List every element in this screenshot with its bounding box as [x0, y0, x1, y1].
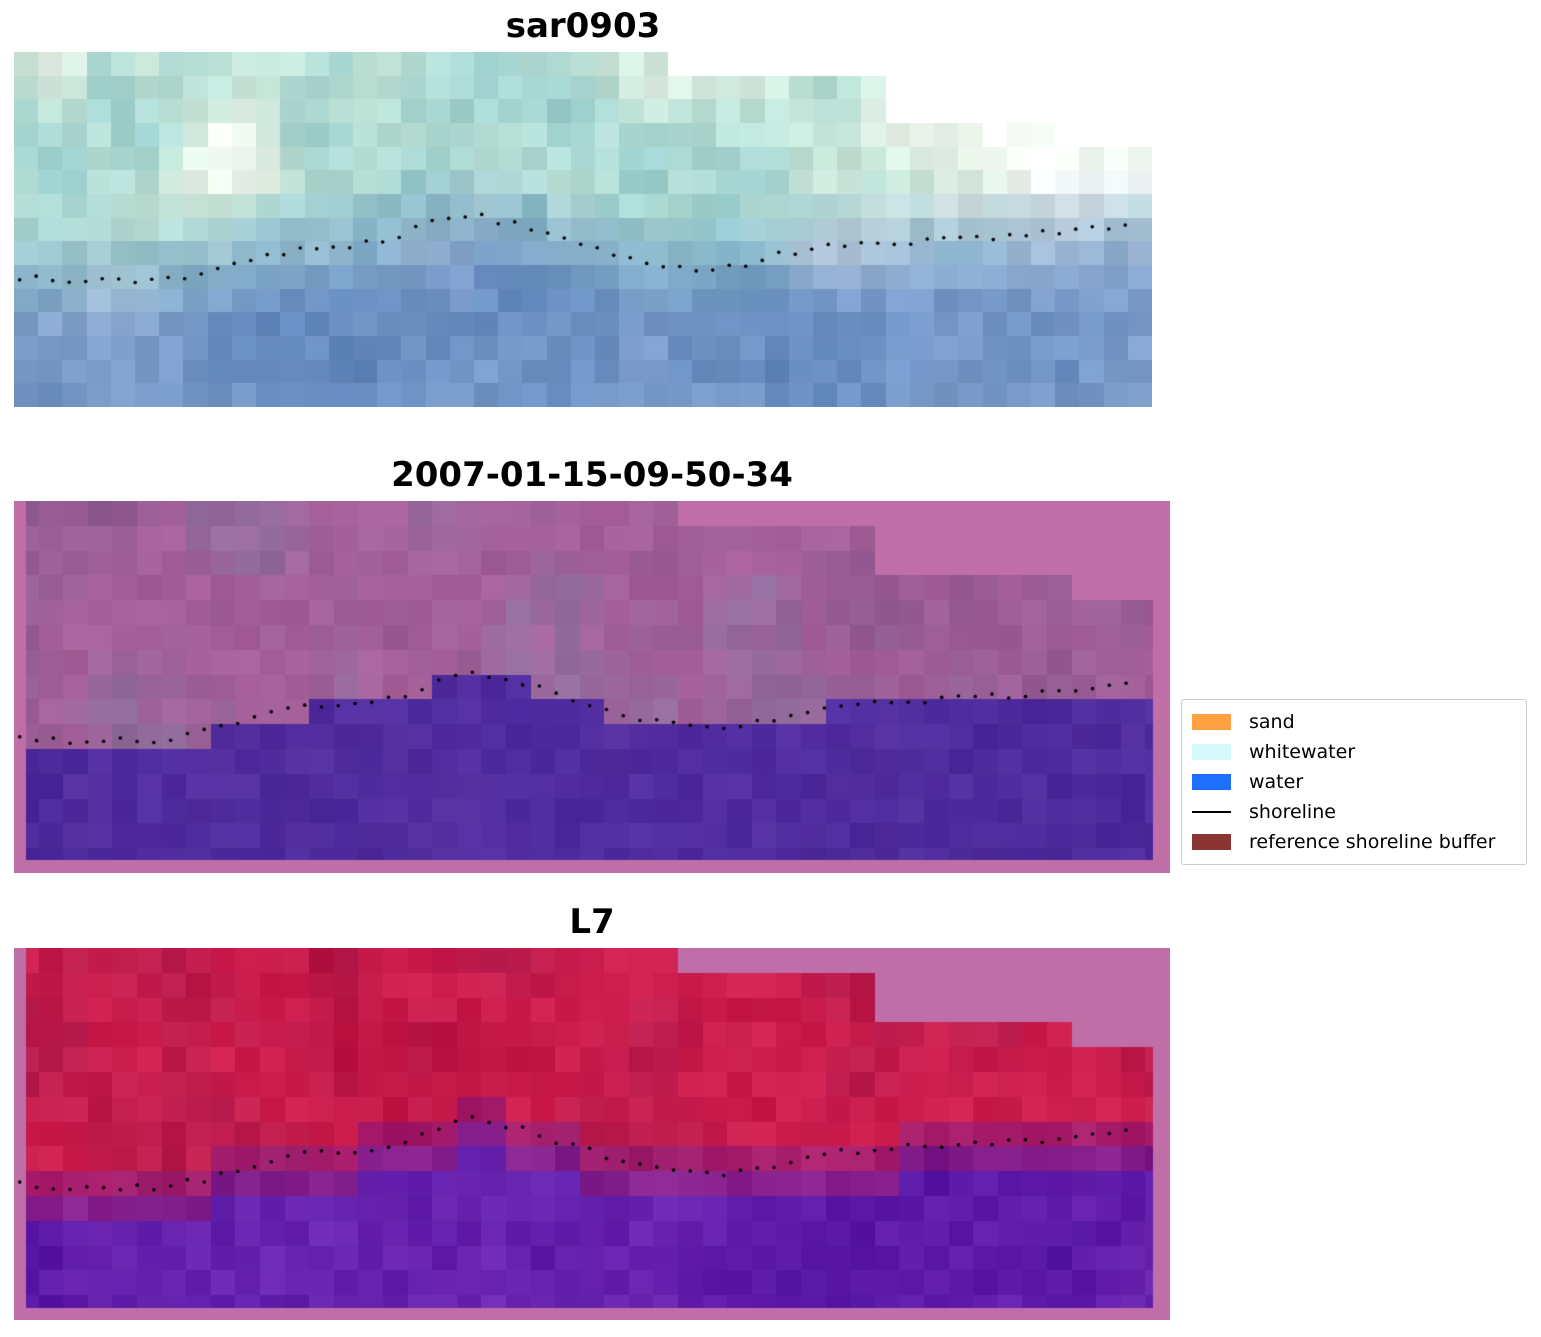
legend: sand whitewater water shoreline referenc…	[1181, 699, 1527, 865]
legend-item-water: water	[1192, 768, 1516, 796]
legend-label-whitewater: whitewater	[1249, 741, 1356, 763]
legend-label-shoreline: shoreline	[1249, 801, 1336, 823]
legend-item-reference-buffer: reference shoreline buffer	[1192, 828, 1516, 856]
reference-buffer-swatch-icon	[1192, 834, 1231, 850]
legend-item-whitewater: whitewater	[1192, 738, 1516, 766]
panel-title-l7: L7	[569, 902, 615, 942]
sar0903-image	[14, 52, 1152, 407]
shoreline-line-icon	[1192, 804, 1231, 820]
whitewater-swatch-icon	[1192, 744, 1231, 760]
panel-title-classified-date: 2007-01-15-09-50-34	[391, 455, 793, 495]
sand-swatch-icon	[1192, 714, 1231, 730]
l7-image	[14, 948, 1170, 1320]
shoreline-line	[1192, 811, 1231, 813]
water-swatch-icon	[1192, 774, 1231, 790]
legend-label-reference-buffer: reference shoreline buffer	[1249, 831, 1496, 853]
legend-item-shoreline: shoreline	[1192, 798, 1516, 826]
legend-item-sand: sand	[1192, 708, 1516, 736]
panel-title-sar0903: sar0903	[505, 6, 661, 46]
legend-label-water: water	[1249, 771, 1304, 793]
classified-shoreline-image	[14, 501, 1170, 873]
legend-label-sand: sand	[1249, 711, 1295, 733]
